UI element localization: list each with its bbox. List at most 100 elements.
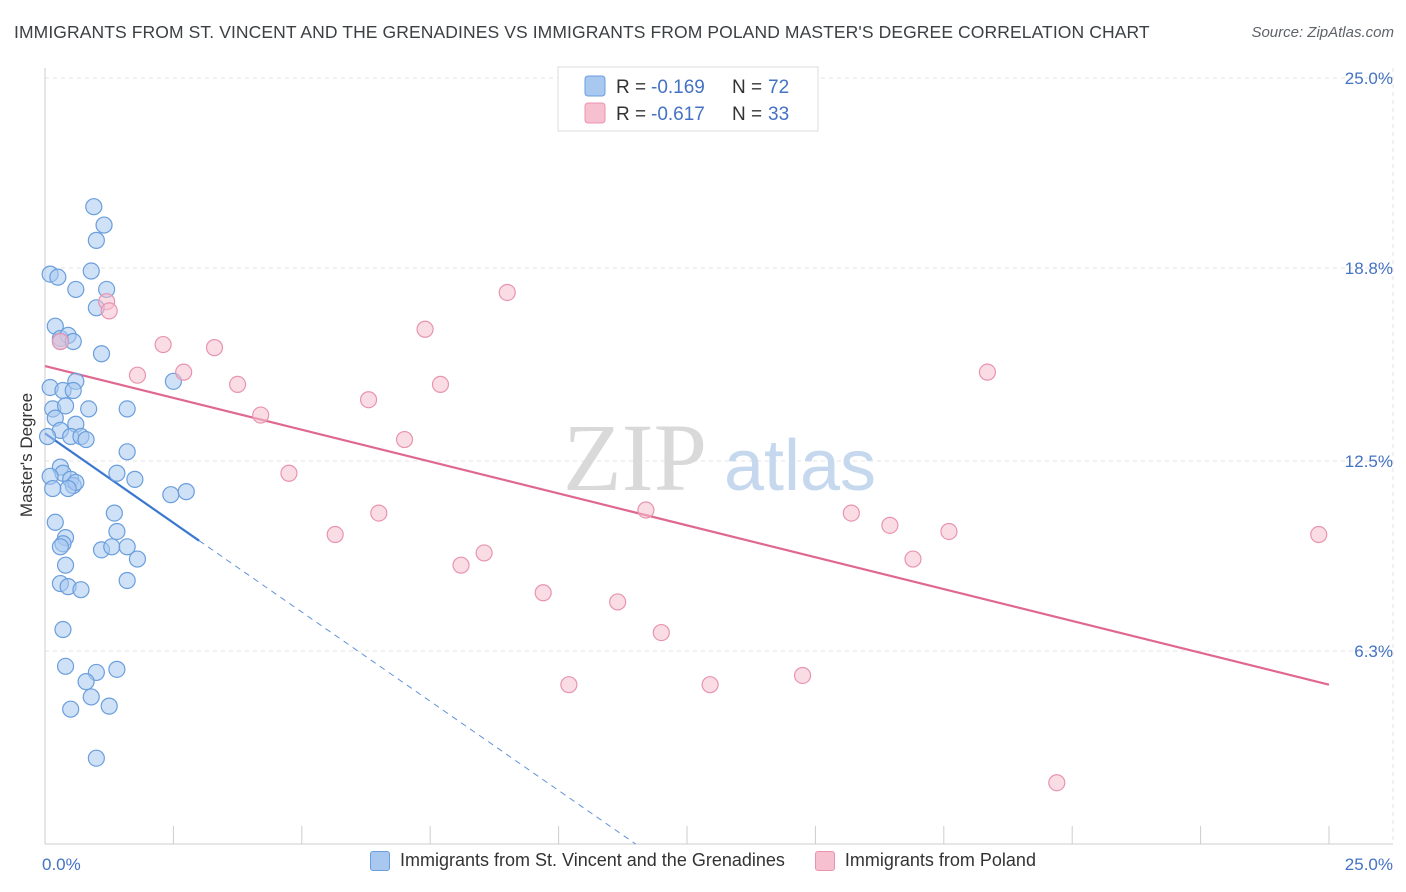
point-st-vincent	[108, 660, 126, 678]
legend-swatch-pink	[584, 102, 606, 124]
legend-row2-n-label: N =	[732, 104, 762, 125]
legend-row2-r-value: -0.617	[651, 104, 705, 125]
point-st-vincent	[162, 486, 180, 504]
point-poland	[128, 366, 147, 384]
point-st-vincent	[46, 513, 64, 531]
point-st-vincent	[82, 262, 100, 280]
point-st-vincent	[118, 443, 136, 461]
y-tick-label: 25.0%	[1345, 69, 1393, 88]
point-st-vincent	[118, 571, 136, 590]
legend-row2-r-label: R =	[616, 104, 646, 125]
point-poland	[100, 302, 118, 320]
legend-row1-r-label: R =	[616, 77, 646, 98]
chart-title: IMMIGRANTS FROM ST. VINCENT AND THE GREN…	[14, 22, 1150, 42]
point-poland	[842, 504, 860, 522]
point-st-vincent	[92, 345, 111, 363]
y-tick-labels: 6.3% 12.5% 18.8% 25.0%	[1345, 69, 1393, 661]
watermark-atlas: atlas	[724, 426, 876, 506]
point-st-vincent	[44, 479, 62, 498]
point-st-vincent	[80, 400, 98, 418]
point-poland	[395, 430, 414, 449]
point-st-vincent	[103, 538, 121, 556]
y-tick-label: 6.3%	[1354, 642, 1393, 661]
point-st-vincent	[59, 479, 77, 498]
bottom-legend: Immigrants from St. Vincent and the Gren…	[0, 850, 1406, 871]
point-st-vincent	[87, 231, 105, 249]
grid-lines	[45, 68, 1394, 844]
point-poland	[431, 375, 450, 393]
point-poland	[1310, 525, 1328, 544]
point-poland	[326, 525, 344, 544]
point-st-vincent	[177, 483, 195, 501]
y-axis-title: Master's Degree	[17, 393, 36, 517]
trend-line-st-vincent	[44, 432, 200, 542]
point-st-vincent	[87, 749, 105, 767]
point-st-vincent	[118, 538, 136, 556]
legend-row1-n-label: N =	[732, 77, 762, 98]
point-poland	[452, 556, 470, 574]
point-st-vincent	[95, 216, 113, 234]
y-tick-label: 12.5%	[1345, 452, 1393, 471]
point-st-vincent	[105, 504, 123, 522]
bottom-legend-item-poland[interactable]: Immigrants from Poland	[814, 850, 1036, 871]
y-tick-label: 18.8%	[1345, 259, 1393, 278]
point-poland	[229, 375, 247, 393]
legend-row1-n-value: 72	[768, 77, 789, 98]
bottom-legend-label-st-vincent: Immigrants from St. Vincent and the Gren…	[400, 850, 785, 870]
point-poland	[51, 332, 70, 351]
point-st-vincent	[118, 400, 136, 418]
bottom-legend-swatch-blue	[370, 850, 391, 871]
point-poland	[205, 339, 224, 357]
axes	[44, 68, 1393, 845]
point-st-vincent	[126, 470, 144, 488]
point-st-vincent	[77, 430, 95, 449]
data-points	[38, 198, 1328, 792]
point-poland	[701, 676, 719, 694]
x-tick-label-min: 0.0%	[42, 855, 81, 874]
legend-row1-r-value: -0.169	[651, 77, 705, 98]
point-poland	[793, 666, 812, 685]
point-poland	[154, 335, 172, 354]
point-poland	[560, 676, 578, 694]
point-st-vincent	[64, 381, 82, 400]
point-st-vincent	[100, 697, 118, 715]
point-poland	[534, 584, 552, 602]
point-st-vincent	[56, 397, 75, 415]
point-st-vincent	[38, 427, 57, 446]
legend-row2-n-value: 33	[768, 104, 789, 125]
point-poland	[280, 464, 298, 482]
bottom-legend-label-poland: Immigrants from Poland	[844, 850, 1036, 870]
point-st-vincent	[67, 280, 85, 299]
point-poland	[637, 501, 655, 519]
legend-box: R = -0.169 N = 72 R = -0.617 N = 33	[557, 66, 819, 132]
point-st-vincent	[49, 268, 67, 286]
x-tick-label-max: 25.0%	[1345, 855, 1393, 874]
point-st-vincent	[72, 581, 90, 599]
point-st-vincent	[108, 464, 126, 482]
point-poland	[1048, 774, 1066, 792]
watermark: ZIP atlas	[563, 404, 876, 511]
source-label: Source: ZipAtlas.com	[1251, 24, 1394, 41]
point-poland	[252, 406, 270, 424]
point-poland	[609, 593, 627, 611]
point-poland	[475, 544, 493, 562]
point-poland	[370, 504, 388, 522]
watermark-zip: ZIP	[563, 404, 707, 511]
point-poland	[978, 363, 997, 381]
x-tick-labels: 0.0% 25.0%	[42, 855, 1393, 874]
point-poland	[498, 283, 516, 302]
point-poland	[652, 623, 670, 642]
point-st-vincent	[56, 657, 75, 675]
point-poland	[175, 363, 193, 381]
point-poland	[904, 550, 922, 568]
point-poland	[940, 522, 958, 541]
point-st-vincent	[77, 673, 95, 691]
bottom-legend-swatch-pink	[814, 850, 835, 871]
point-poland	[359, 391, 378, 409]
bottom-legend-item-st-vincent[interactable]: Immigrants from St. Vincent and the Gren…	[370, 850, 785, 871]
point-st-vincent	[54, 620, 72, 639]
point-poland	[881, 516, 899, 534]
point-st-vincent	[51, 538, 70, 556]
point-st-vincent	[56, 556, 75, 574]
